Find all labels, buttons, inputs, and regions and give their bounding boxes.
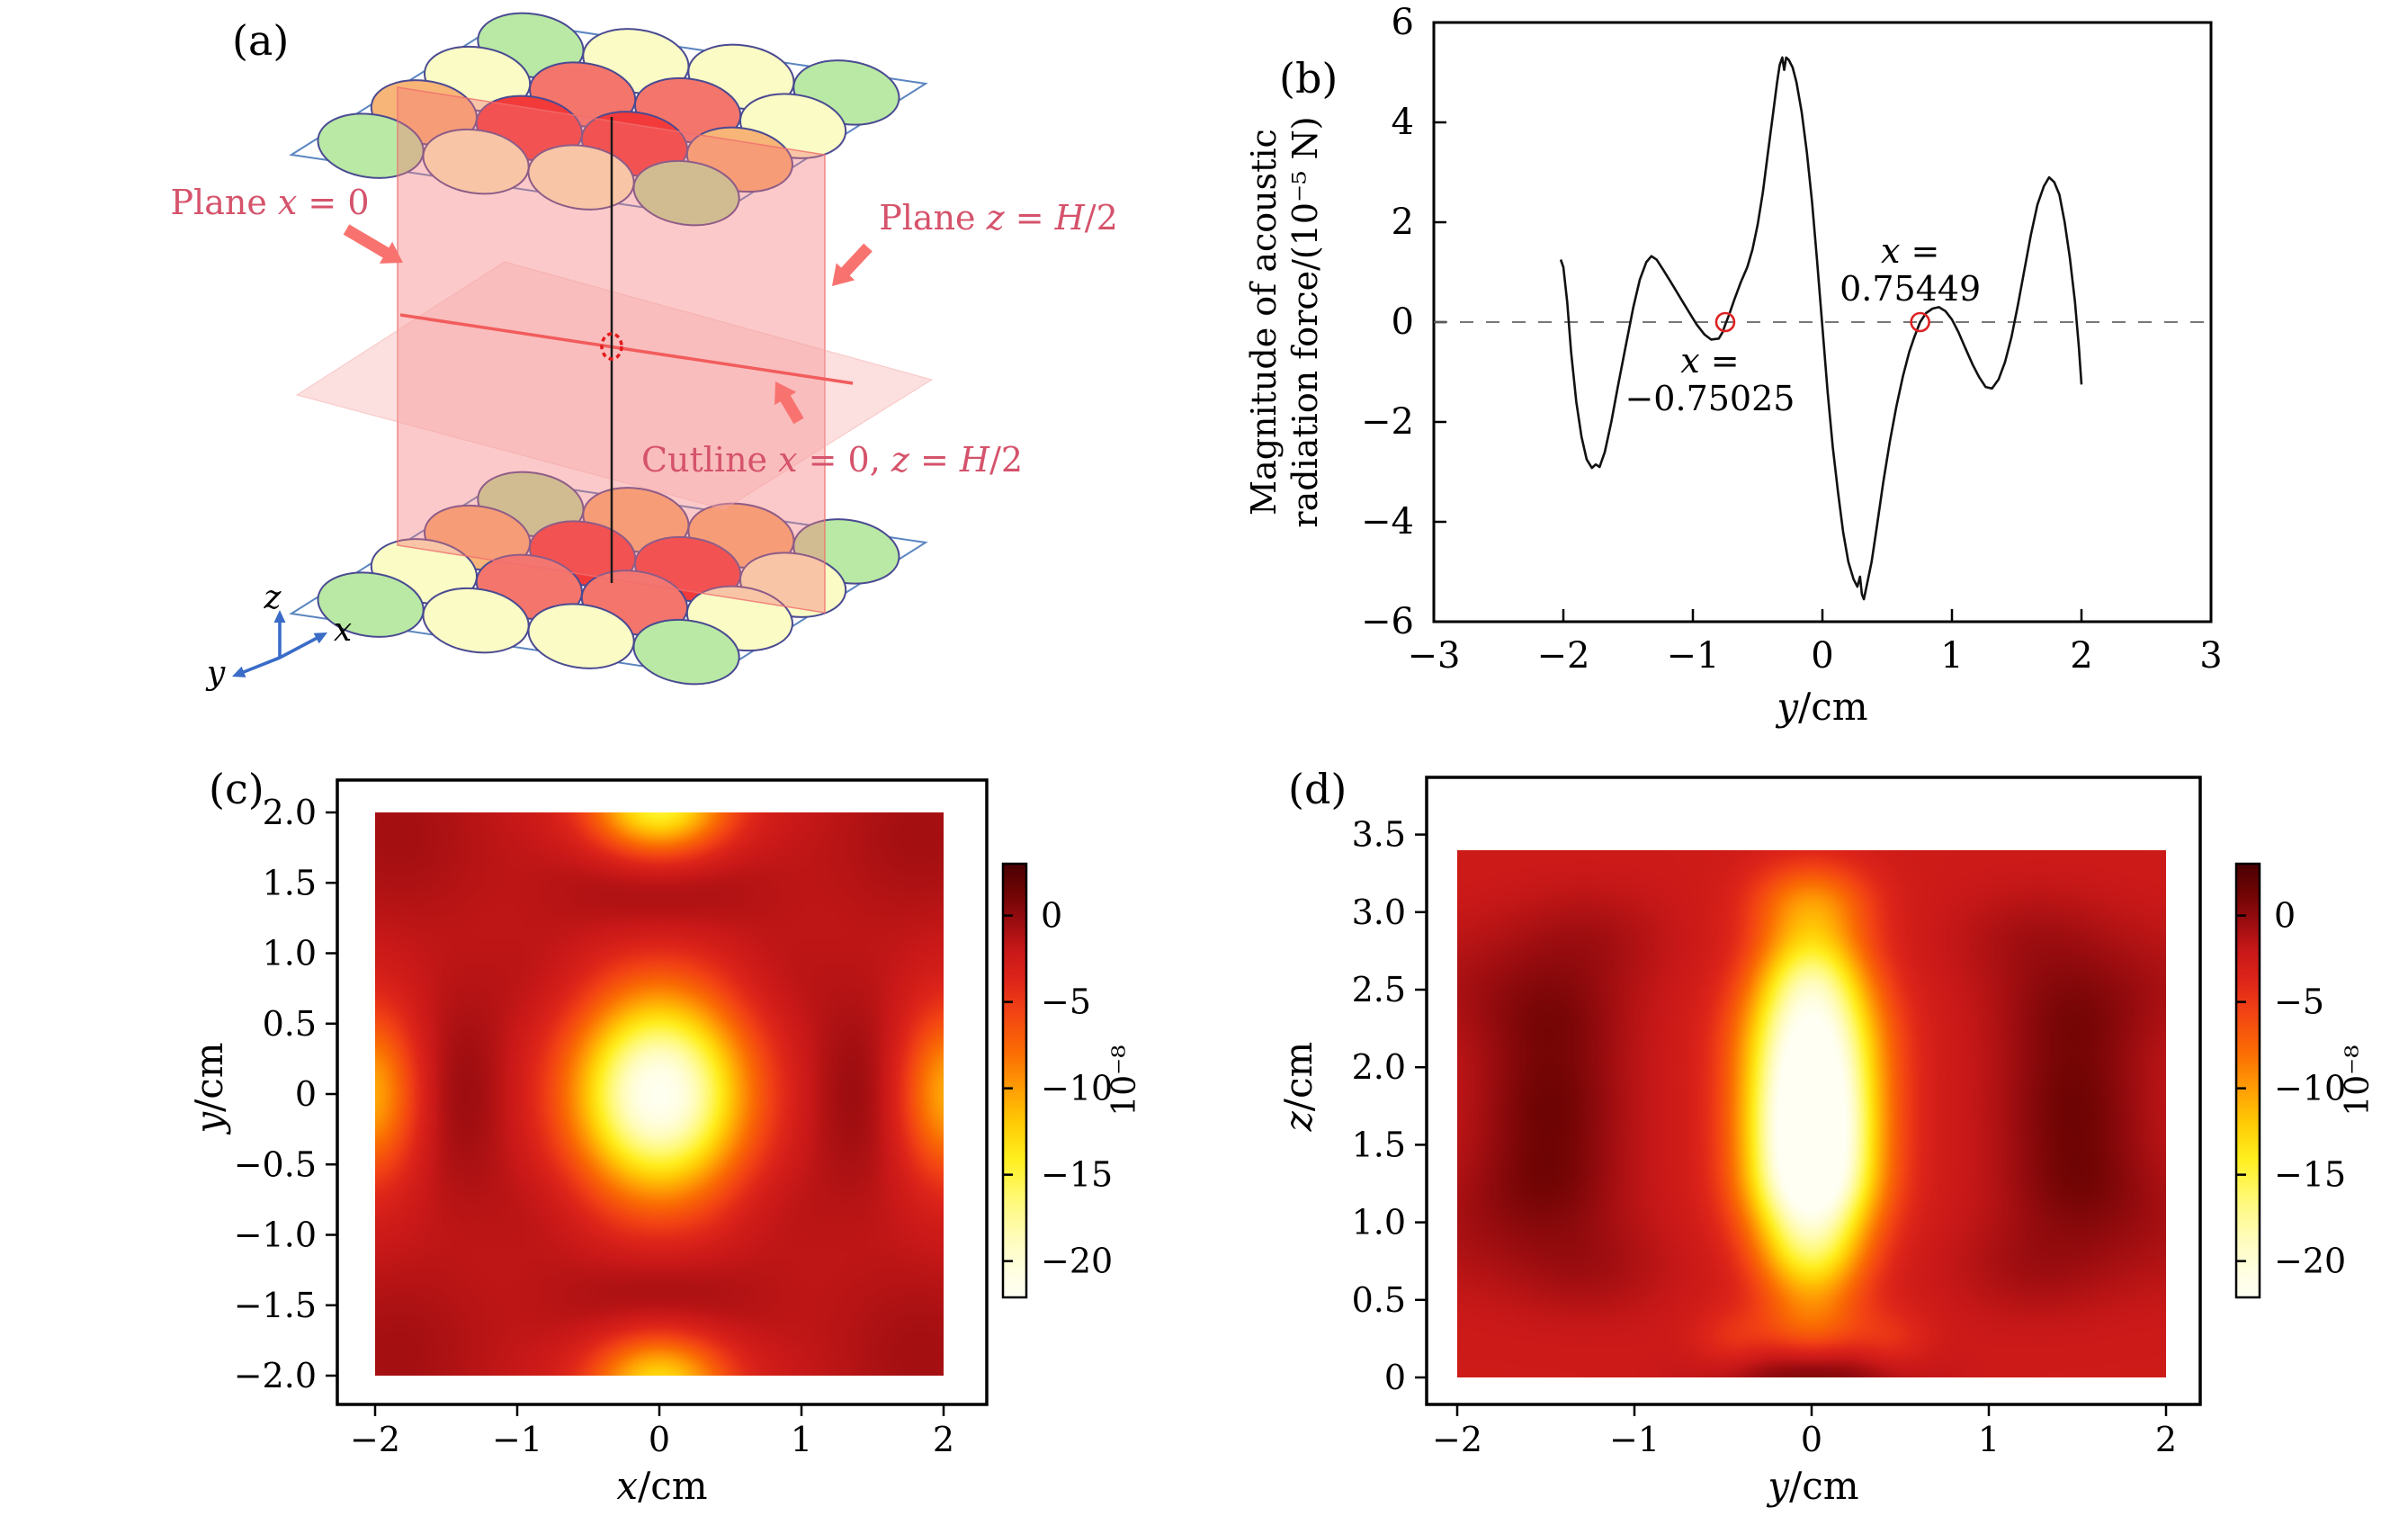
colorbar-tick-label: −5 — [2274, 982, 2324, 1022]
y-tick-label: 1.5 — [263, 863, 317, 902]
plot-frame — [336, 778, 989, 1406]
x-tick-label: −1 — [492, 1420, 542, 1459]
x-tick-label: −1 — [1609, 1420, 1660, 1459]
transducer-circle — [632, 618, 740, 686]
d-xlabel: y/cm — [1766, 1464, 1858, 1508]
colorbar-tick-label: −15 — [2274, 1155, 2346, 1195]
y-tick-label: −4 — [1361, 501, 1414, 543]
marker-annotation: x = — [1881, 231, 1939, 271]
x-tick-label: 3 — [2199, 635, 2222, 677]
panel-a-label: (a) — [232, 16, 290, 65]
x-tick-label: 2 — [2070, 635, 2092, 677]
z-axis-label: z — [264, 579, 282, 616]
y-tick-label: 6 — [1392, 2, 1414, 43]
colorbar-tick-label: −5 — [1041, 982, 1091, 1022]
force-curve — [1559, 56, 2083, 601]
x-tick-label: 1 — [1978, 1420, 2000, 1459]
y-tick-label: 3.0 — [1352, 893, 1406, 932]
y-tick-label: 4 — [1392, 102, 1414, 143]
cutline — [399, 313, 854, 385]
b-xlabel: y/cm — [1775, 685, 1867, 729]
panel-a-schematic — [289, 12, 934, 686]
y-tick-label: −1.5 — [234, 1286, 317, 1325]
x-axis-label: x — [334, 612, 352, 649]
marker-annotation: −0.75025 — [1625, 379, 1795, 418]
x-tick-label: −2 — [1432, 1420, 1482, 1459]
cutline-text: Cutline x = 0, z = H/2 — [641, 440, 1023, 480]
d-ylabel: z/cm — [1276, 1042, 1320, 1133]
heatmap-d-image — [1457, 850, 2166, 1377]
z-axis-arrow — [273, 610, 286, 658]
plane-zh2-text: Plane z = H/2 — [879, 198, 1118, 238]
colorbar — [2234, 862, 2261, 1299]
y-tick-label: −1.0 — [234, 1215, 317, 1255]
particle-dotted-circle — [600, 332, 623, 361]
x-axis-arrow — [279, 632, 327, 659]
y-tick-label: 3.5 — [1352, 815, 1406, 855]
x-tick-label: 1 — [1940, 635, 1963, 677]
y-tick-label: 1.0 — [263, 934, 317, 973]
x-tick-label: 2 — [933, 1420, 954, 1459]
panel-d-axes — [1415, 776, 2261, 1416]
panel-b-label: (b) — [1279, 54, 1338, 103]
y-tick-label: −6 — [1361, 601, 1414, 642]
colorbar-tick-label: 0 — [1041, 896, 1062, 936]
b-ylabel-line1: Magnitude of acoustic — [1244, 129, 1284, 516]
colorbar-exponent-label: 10⁻⁸ — [2340, 1045, 2377, 1116]
colorbar — [1001, 862, 1028, 1299]
transducer-circle — [632, 159, 740, 227]
y-tick-label: 2.5 — [1352, 970, 1406, 1009]
panel-b-chart — [1432, 21, 2213, 623]
colorbar-tick-label: −10 — [2274, 1069, 2346, 1108]
y-tick-label: 0 — [1384, 1358, 1406, 1397]
x-tick-label: 1 — [791, 1420, 812, 1459]
y-tick-label: −2.0 — [234, 1356, 317, 1395]
y-tick-label: 1.0 — [1352, 1203, 1406, 1242]
colorbar-tick-label: −20 — [1041, 1242, 1113, 1281]
y-tick-label: 0 — [295, 1074, 317, 1114]
b-ylabel-line2: radiation force/(10⁻⁵ N) — [1285, 116, 1325, 527]
y-tick-label: 0.5 — [263, 1004, 317, 1044]
c-xlabel: x/cm — [616, 1464, 707, 1508]
cutline-arrow — [774, 381, 804, 425]
panel-d-label: (d) — [1288, 765, 1347, 813]
colorbar-tick-label: 0 — [2274, 896, 2296, 936]
x-tick-label: 0 — [1801, 1420, 1822, 1459]
x-tick-label: −3 — [1408, 635, 1461, 677]
marker-annotation: 0.75449 — [1840, 269, 1981, 309]
plane-x0-arrow — [343, 224, 403, 264]
heatmap-c-image — [375, 812, 944, 1376]
x-tick-label: −2 — [350, 1420, 400, 1459]
y-tick-label: 2.0 — [1352, 1047, 1406, 1087]
marker-annotation: x = — [1680, 341, 1739, 381]
plane-zh2-arrow — [832, 243, 873, 286]
y-tick-label: 2.0 — [263, 793, 317, 832]
y-tick-label: 1.5 — [1352, 1125, 1406, 1164]
y-tick-label: −0.5 — [234, 1144, 317, 1184]
zero-crossing-marker — [1714, 311, 1736, 333]
plane-x0-text: Plane x = 0 — [170, 183, 369, 222]
x-tick-label: 0 — [649, 1420, 670, 1459]
zero-crossing-marker — [1910, 311, 1930, 333]
colorbar-exponent-label: 10⁻⁸ — [1106, 1045, 1143, 1116]
y-axis-arrow — [232, 656, 281, 677]
y-axis-label: y — [205, 655, 226, 692]
x-tick-label: −1 — [1667, 635, 1720, 677]
colorbar-tick-label: −15 — [1041, 1155, 1113, 1195]
x-tick-label: 2 — [2155, 1420, 2177, 1459]
y-tick-label: −2 — [1361, 401, 1414, 443]
y-tick-label: 0.5 — [1352, 1280, 1406, 1320]
panel-c-axes — [326, 778, 1028, 1416]
colorbar-tick-label: −20 — [2274, 1242, 2346, 1281]
y-tick-label: 0 — [1392, 301, 1414, 343]
plot-frame — [1425, 776, 2202, 1406]
colorbar-tick-label: −10 — [1041, 1069, 1113, 1108]
c-ylabel: y/cm — [187, 1042, 231, 1135]
y-tick-label: 2 — [1392, 202, 1414, 243]
x-tick-label: −2 — [1537, 635, 1590, 677]
x-tick-label: 0 — [1811, 635, 1833, 677]
panel-c-label: (c) — [209, 765, 264, 813]
